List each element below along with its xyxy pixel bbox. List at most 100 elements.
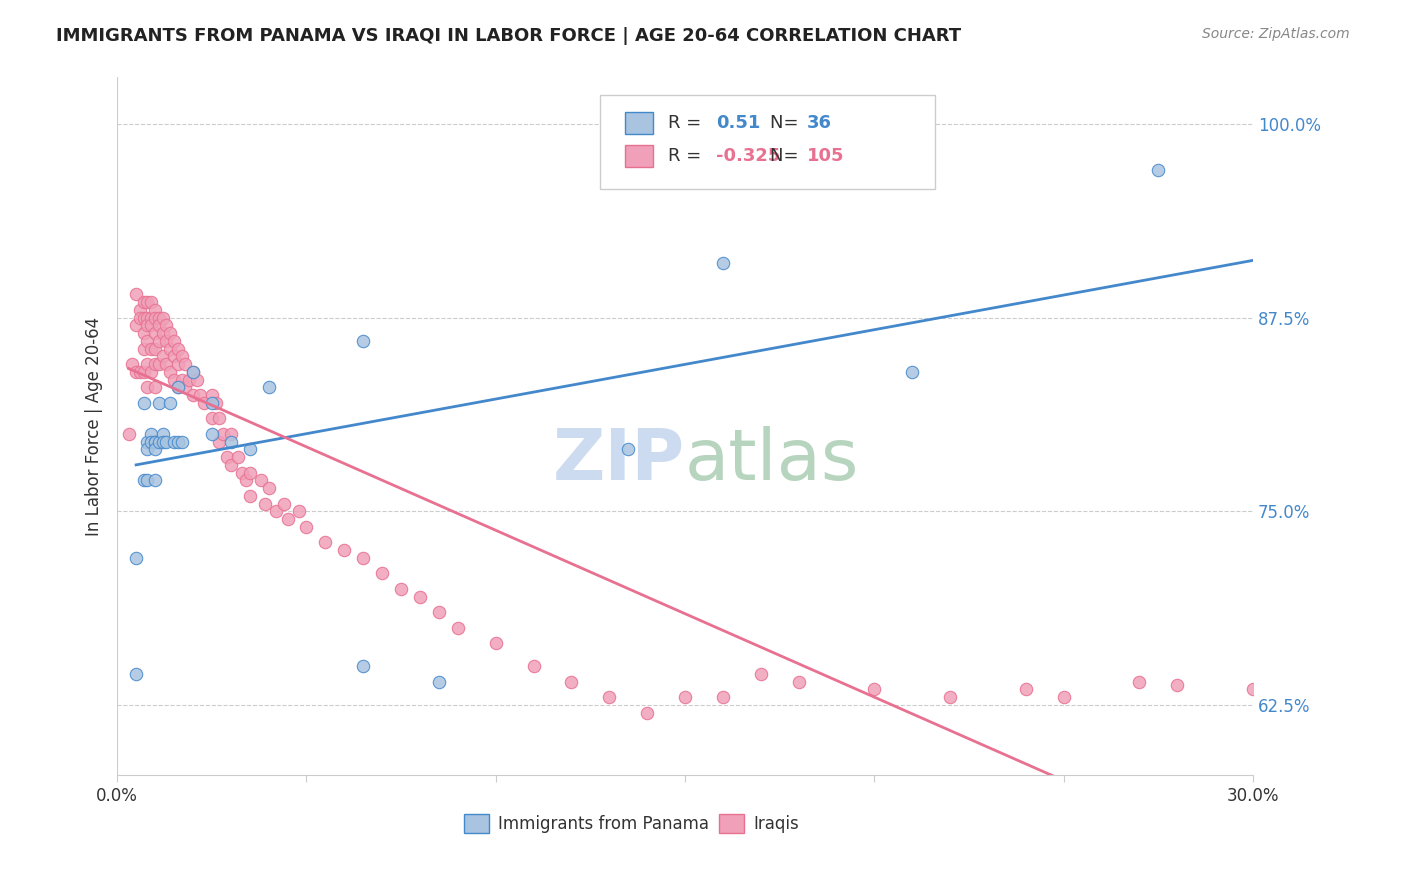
Text: Source: ZipAtlas.com: Source: ZipAtlas.com bbox=[1202, 27, 1350, 41]
Point bbox=[163, 373, 186, 387]
Point bbox=[125, 365, 148, 379]
Point bbox=[787, 674, 810, 689]
Point bbox=[863, 682, 886, 697]
Point bbox=[125, 318, 148, 333]
Text: R =: R = bbox=[668, 114, 707, 132]
Point bbox=[560, 674, 582, 689]
Point bbox=[159, 342, 181, 356]
Point bbox=[141, 342, 163, 356]
Point bbox=[125, 550, 148, 565]
Point bbox=[231, 466, 253, 480]
Point bbox=[208, 411, 231, 425]
Point bbox=[159, 396, 181, 410]
Point bbox=[204, 396, 226, 410]
Point bbox=[427, 674, 450, 689]
Point bbox=[352, 550, 374, 565]
Point bbox=[239, 489, 262, 503]
Point bbox=[163, 334, 186, 348]
Point bbox=[181, 388, 204, 402]
Point bbox=[143, 302, 166, 317]
Point bbox=[143, 442, 166, 457]
Point bbox=[174, 357, 197, 371]
Point bbox=[208, 434, 231, 449]
Point bbox=[212, 426, 235, 441]
Point bbox=[148, 357, 170, 371]
Point bbox=[427, 605, 450, 619]
Point bbox=[136, 318, 159, 333]
Text: Iraqis: Iraqis bbox=[754, 814, 799, 832]
Point bbox=[186, 373, 208, 387]
Point bbox=[148, 334, 170, 348]
Point bbox=[152, 326, 174, 340]
Point bbox=[219, 434, 242, 449]
Point bbox=[1166, 678, 1188, 692]
Point bbox=[166, 342, 188, 356]
Point bbox=[295, 520, 318, 534]
Point bbox=[257, 380, 280, 394]
Point bbox=[371, 566, 394, 581]
Point bbox=[148, 434, 170, 449]
Point bbox=[673, 690, 696, 705]
Point bbox=[132, 365, 155, 379]
Point bbox=[141, 434, 163, 449]
Point bbox=[749, 667, 772, 681]
Point bbox=[143, 473, 166, 487]
Point bbox=[136, 380, 159, 394]
Point bbox=[129, 310, 152, 325]
Point bbox=[132, 396, 155, 410]
Point bbox=[201, 426, 224, 441]
Point bbox=[125, 667, 148, 681]
Text: N=: N= bbox=[770, 114, 804, 132]
Point bbox=[190, 388, 212, 402]
Point bbox=[148, 396, 170, 410]
Point bbox=[132, 342, 155, 356]
Point bbox=[711, 256, 734, 270]
Point bbox=[1241, 682, 1264, 697]
Point bbox=[939, 690, 962, 705]
Point bbox=[201, 396, 224, 410]
Point bbox=[129, 365, 152, 379]
Point bbox=[143, 434, 166, 449]
Point bbox=[148, 318, 170, 333]
Point bbox=[166, 380, 188, 394]
Point bbox=[257, 481, 280, 495]
Point bbox=[174, 380, 197, 394]
Point bbox=[901, 365, 924, 379]
Point bbox=[132, 295, 155, 310]
Point bbox=[636, 706, 658, 720]
Point bbox=[1015, 682, 1038, 697]
Point bbox=[389, 582, 412, 596]
Point bbox=[201, 388, 224, 402]
Point bbox=[181, 365, 204, 379]
Point bbox=[314, 535, 336, 549]
Y-axis label: In Labor Force | Age 20-64: In Labor Force | Age 20-64 bbox=[86, 317, 103, 535]
Text: 105: 105 bbox=[807, 147, 844, 165]
Point bbox=[141, 295, 163, 310]
Point bbox=[141, 426, 163, 441]
Point bbox=[155, 357, 177, 371]
Point bbox=[179, 373, 201, 387]
Point bbox=[163, 434, 186, 449]
Point bbox=[125, 287, 148, 301]
Point bbox=[136, 310, 159, 325]
Point bbox=[409, 590, 432, 604]
Point bbox=[219, 426, 242, 441]
Point bbox=[523, 659, 546, 673]
Point bbox=[333, 543, 356, 558]
Point bbox=[598, 690, 620, 705]
Point bbox=[239, 466, 262, 480]
Point bbox=[228, 450, 250, 464]
Point bbox=[132, 310, 155, 325]
Point bbox=[219, 458, 242, 472]
Point bbox=[143, 310, 166, 325]
Text: Immigrants from Panama: Immigrants from Panama bbox=[498, 814, 709, 832]
Point bbox=[136, 473, 159, 487]
Point bbox=[136, 434, 159, 449]
Text: IMMIGRANTS FROM PANAMA VS IRAQI IN LABOR FORCE | AGE 20-64 CORRELATION CHART: IMMIGRANTS FROM PANAMA VS IRAQI IN LABOR… bbox=[56, 27, 962, 45]
Point bbox=[143, 357, 166, 371]
Point bbox=[352, 659, 374, 673]
Point bbox=[152, 426, 174, 441]
Point bbox=[166, 357, 188, 371]
Point bbox=[273, 497, 295, 511]
Point bbox=[136, 442, 159, 457]
